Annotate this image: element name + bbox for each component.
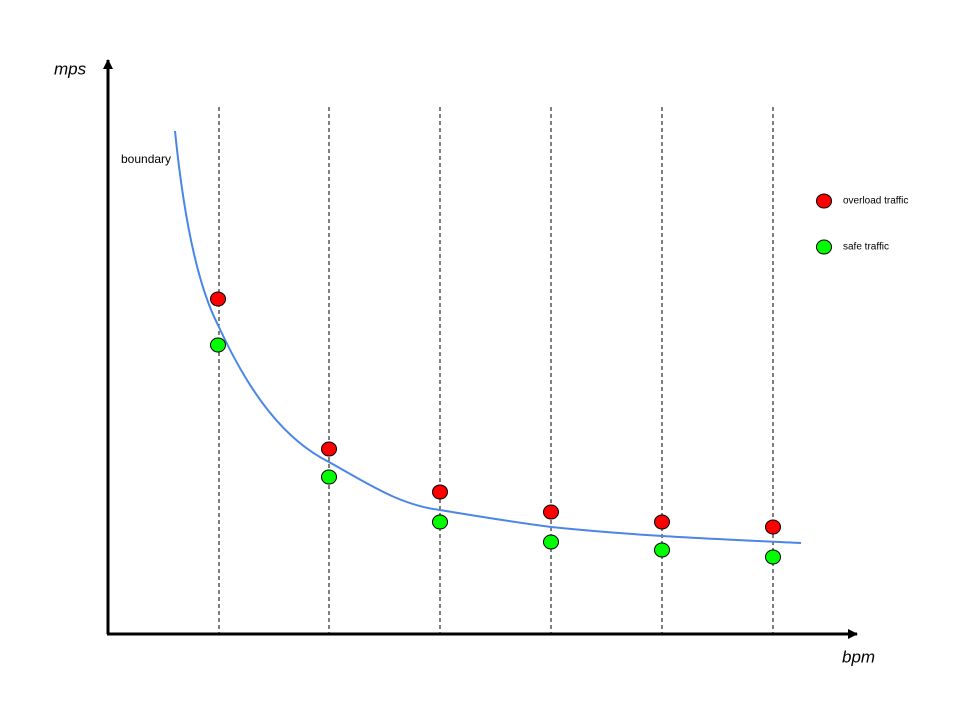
safe-point <box>543 534 559 550</box>
overload-point <box>654 514 670 530</box>
legend-swatch <box>816 193 832 209</box>
safe-point <box>654 542 670 558</box>
y-axis-label: mps <box>54 59 87 78</box>
overload-point <box>210 291 226 307</box>
safe-point <box>765 549 781 565</box>
overload-points <box>210 291 781 535</box>
safe-point <box>210 337 226 353</box>
legend-swatch <box>816 239 832 255</box>
legend-label: safe traffic <box>843 242 889 253</box>
boundary-curve <box>174 130 802 544</box>
overload-point <box>543 504 559 520</box>
safe-point <box>321 469 337 485</box>
safe-points <box>210 337 781 565</box>
guide-lines <box>218 107 774 634</box>
curve-label: boundary <box>121 152 171 166</box>
legend-label: overload traffic <box>843 196 908 207</box>
overload-point <box>321 441 337 457</box>
x-axis-label: bpm <box>842 647 875 666</box>
overload-point <box>765 519 781 535</box>
overload-point <box>432 484 448 500</box>
legend: overload traffic safe traffic <box>816 193 908 255</box>
safe-point <box>432 514 448 530</box>
